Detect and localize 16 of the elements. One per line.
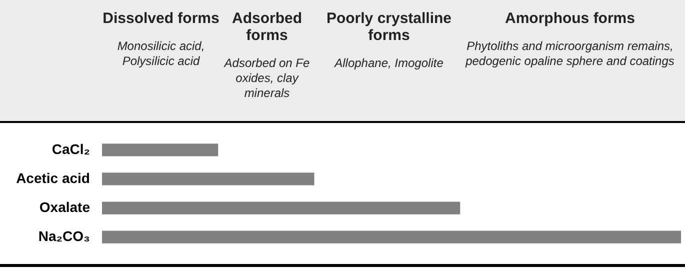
bar <box>102 230 681 244</box>
y-tick-label: Acetic acid <box>16 170 90 186</box>
text: Amorphous forms <box>504 10 636 27</box>
bar <box>102 172 314 186</box>
text: Adsorbed forms <box>232 10 302 44</box>
text: Poorly crystalline forms <box>325 10 453 44</box>
text: Dissolved forms <box>102 10 220 27</box>
y-tick-label: CaCl₂ <box>52 140 90 157</box>
text: Monosilicic acid, Polysilicic acid <box>116 39 206 69</box>
y-tick-label: Oxalate <box>39 198 90 215</box>
text: Adsorbed on Fe oxides, clay minerals <box>222 56 311 101</box>
text: Phytoliths and microorganism remains, pedogenic opaline sphere and coatings <box>464 39 676 69</box>
bar <box>102 144 218 156</box>
y-tick-label: Na₂CO₃ <box>38 228 90 244</box>
text: Allophane, Imogolite <box>333 56 444 71</box>
bar <box>102 202 460 214</box>
